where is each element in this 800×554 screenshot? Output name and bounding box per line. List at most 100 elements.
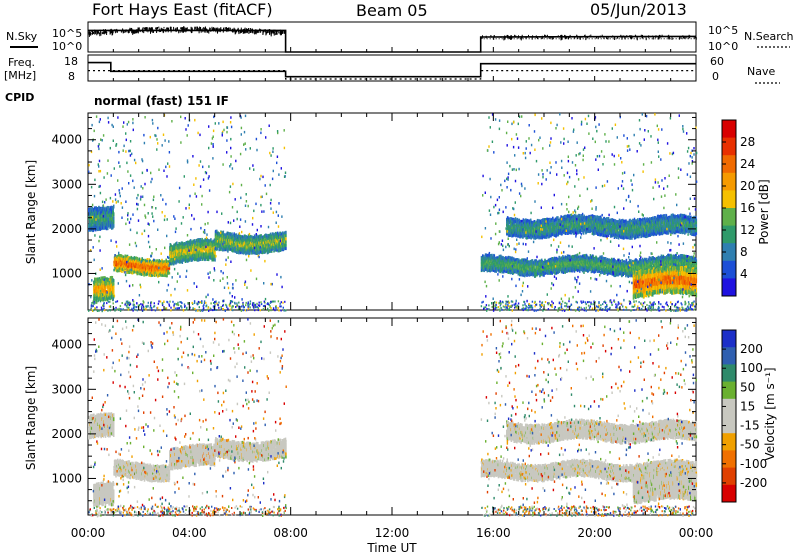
nave-label: Nave — [747, 65, 775, 78]
nsky-fluct-mark — [662, 35, 663, 37]
nsky-fluct-mark — [250, 28, 251, 30]
nsky-fluct-mark — [135, 30, 136, 34]
nsky-fluct-mark — [207, 29, 208, 33]
nsky-fluct-mark — [561, 35, 562, 37]
nsky-fluct-mark — [278, 31, 279, 33]
nsky-fluct-mark — [642, 36, 643, 38]
heatmap-cell — [113, 224, 115, 228]
nsky-fluct-mark — [681, 36, 682, 39]
noise-tick-left-1: 10^5 — [52, 27, 82, 40]
nsky-fluct-mark — [192, 29, 193, 33]
nsky-fluctuations — [88, 26, 697, 40]
nsky-fluct-mark — [124, 31, 125, 34]
nsky-fluct-mark — [180, 27, 181, 28]
nsky-fluct-mark — [587, 37, 588, 39]
nsky-fluct-mark — [626, 35, 627, 37]
nsky-fluct-mark — [240, 31, 241, 34]
nsky-fluct-mark — [201, 29, 202, 33]
nsky-fluct-mark — [196, 27, 197, 29]
nsky-fluct-mark — [164, 27, 165, 28]
freq-label-line1: Freq. — [8, 56, 35, 69]
nsky-fluct-mark — [235, 29, 236, 30]
heatmap-cell — [113, 205, 115, 209]
heatmap-cell — [285, 237, 287, 240]
nsky-fluct-mark — [280, 30, 281, 33]
nsky-fluct-mark — [172, 30, 173, 31]
heatmap-cell — [169, 268, 171, 270]
nsky-fluct-mark — [191, 30, 192, 33]
nsky-fluct-mark — [223, 28, 224, 32]
nsky-fluct-mark — [653, 37, 654, 40]
nsky-fluct-mark — [602, 35, 603, 37]
nsky-fluct-mark — [282, 30, 283, 33]
nsky-fluct-mark — [561, 38, 562, 41]
nsky-fluct-mark — [103, 32, 104, 34]
nsky-fluct-mark — [253, 30, 254, 33]
nsky-fluct-mark — [232, 30, 233, 31]
heatmap-cell — [626, 259, 628, 262]
nsky-fluct-mark — [265, 30, 266, 32]
nsky-fluct-mark — [173, 27, 174, 30]
heatmap-cell — [582, 269, 584, 272]
nsky-fluct-mark — [544, 35, 545, 38]
nsky-fluct-mark — [611, 36, 612, 38]
nsky-fluct-mark — [528, 35, 529, 36]
nsky-fluct-mark — [614, 36, 615, 38]
nsky-fluct-mark — [98, 31, 99, 33]
nsky-fluct-mark — [494, 35, 495, 36]
nsky-fluct-mark — [134, 30, 135, 33]
nsky-fluct-mark — [241, 30, 242, 32]
nsky-fluct-mark — [92, 31, 93, 35]
heatmap-cell — [113, 212, 115, 216]
nsky-fluct-mark — [547, 35, 548, 36]
nsky-fluct-mark — [88, 33, 89, 34]
heatmap-cell — [223, 231, 225, 234]
nsky-fluct-mark — [596, 36, 597, 38]
heatmap-cell — [202, 249, 204, 252]
noise-tick-right-2: 10^0 — [708, 40, 738, 53]
heatmap-cell — [285, 247, 287, 250]
nsky-fluct-mark — [642, 35, 643, 36]
nsky-fluct-mark — [105, 32, 106, 33]
nsky-fluct-mark — [217, 30, 218, 34]
nsky-fluct-mark — [257, 30, 258, 33]
nsky-fluct-mark — [158, 27, 159, 29]
nsky-fluct-mark — [155, 28, 156, 30]
nsky-fluct-mark — [139, 27, 140, 30]
nsky-fluct-mark — [94, 30, 95, 32]
heatmap-cell — [214, 251, 216, 254]
nsky-fluct-mark — [129, 28, 130, 31]
heatmap-cell — [143, 274, 145, 277]
nsky-fluct-mark — [683, 36, 684, 38]
nsky-fluct-mark — [584, 35, 585, 36]
nsky-fluct-mark — [620, 35, 621, 36]
nsky-fluct-mark — [230, 28, 231, 30]
beam-title: Beam 05 — [356, 1, 428, 20]
nsky-fluct-mark — [521, 37, 522, 39]
heatmap-cell — [554, 272, 556, 275]
nsky-fluct-mark — [228, 29, 229, 31]
nsky-fluct-mark — [103, 29, 104, 31]
nsky-fluct-mark — [194, 27, 195, 30]
nsky-fluct-mark — [125, 31, 126, 32]
nsky-fluct-mark — [274, 30, 275, 32]
nsky-fluct-mark — [152, 30, 153, 33]
nsky-fluct-mark — [166, 28, 167, 29]
nsky-fluct-mark — [183, 28, 184, 32]
nsky-fluct-mark — [659, 35, 660, 38]
nsky-fluct-mark — [259, 29, 260, 30]
freq-label-line2: [MHz] — [4, 69, 36, 82]
nsky-fluct-mark — [622, 36, 623, 38]
freq-tick-left-2: 8 — [68, 70, 75, 83]
nsky-fluct-mark — [187, 27, 188, 30]
nsky-fluct-mark — [188, 29, 189, 30]
nsky-fluct-mark — [246, 30, 247, 33]
nsearch-label: N.Search — [744, 30, 794, 43]
nsky-fluct-mark — [482, 38, 483, 39]
nsky-fluct-mark — [112, 31, 113, 34]
nsky-fluct-mark — [222, 29, 223, 30]
nsky-fluct-mark — [514, 35, 515, 38]
heatmap-cell — [285, 234, 287, 237]
nsky-fluct-mark — [143, 27, 144, 29]
nsky-fluct-mark — [614, 38, 615, 41]
